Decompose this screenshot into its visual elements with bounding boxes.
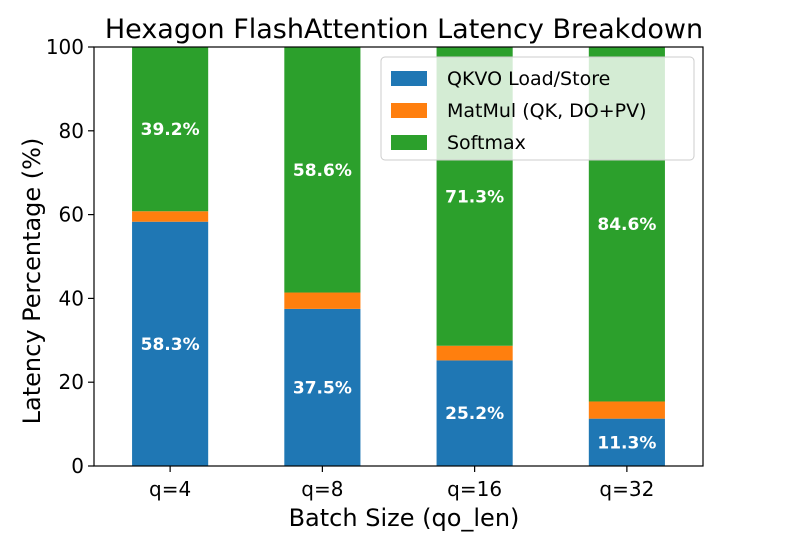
- data-label: 84.6%: [597, 215, 656, 235]
- bar-q8-series-2: [284, 47, 361, 293]
- y-tick-label: 100: [46, 35, 84, 59]
- y-tick-label: 0: [71, 454, 84, 478]
- x-axis: q=4 q=8 q=16 q=32: [149, 466, 654, 501]
- data-label: 71.3%: [445, 187, 504, 207]
- x-tick-label: q=16: [447, 477, 502, 501]
- bar-q16-series-1: [436, 345, 513, 361]
- x-tick-label: q=4: [149, 477, 191, 501]
- x-tick-label: q=32: [599, 477, 654, 501]
- bar-q32-series-1: [588, 401, 665, 419]
- legend-label: QKVO Load/Store: [447, 68, 610, 90]
- y-tick-label: 60: [59, 203, 84, 227]
- x-tick-label: q=8: [301, 477, 343, 501]
- y-tick-label: 40: [59, 286, 84, 310]
- x-axis-label: Batch Size (qo_len): [289, 504, 520, 532]
- legend-swatch: [391, 135, 427, 150]
- y-axis-label: Latency Percentage (%): [18, 138, 46, 425]
- legend-box: [380, 56, 695, 161]
- bar-q8-series-1: [284, 292, 361, 309]
- data-label: 11.3%: [597, 433, 656, 453]
- data-label: 58.3%: [141, 335, 200, 355]
- y-tick-label: 80: [59, 119, 84, 143]
- legend-swatch: [391, 103, 427, 118]
- bars-group: 58.3% 39.2% 37.5% 58.6% 25.2% 71.3% 11.3% 84.6%: [132, 47, 665, 466]
- legend: QKVO Load/Store MatMul (QK, DO+PV) Softmax: [380, 56, 695, 161]
- bar-q4-series-2: [132, 47, 209, 212]
- y-tick-label: 20: [59, 370, 84, 394]
- chart-title: Hexagon FlashAttention Latency Breakdown: [105, 14, 703, 45]
- legend-swatch: [391, 71, 427, 86]
- bar-q4-series-0: [132, 221, 209, 466]
- bar-q8-series-0: [284, 308, 361, 466]
- legend-label: MatMul (QK, DO+PV): [447, 100, 647, 122]
- y-axis: 0 20 40 60 80 100: [46, 35, 94, 478]
- bar-q16-series-0: [436, 360, 513, 466]
- data-label: 37.5%: [293, 378, 352, 398]
- data-label: 58.6%: [293, 161, 352, 181]
- legend-label: Softmax: [447, 132, 526, 154]
- bar-q4-series-1: [132, 211, 209, 222]
- bar-q32-series-0: [588, 418, 665, 466]
- data-label: 25.2%: [445, 404, 504, 424]
- plot-frame: [93, 46, 704, 467]
- data-label: 39.2%: [141, 120, 200, 140]
